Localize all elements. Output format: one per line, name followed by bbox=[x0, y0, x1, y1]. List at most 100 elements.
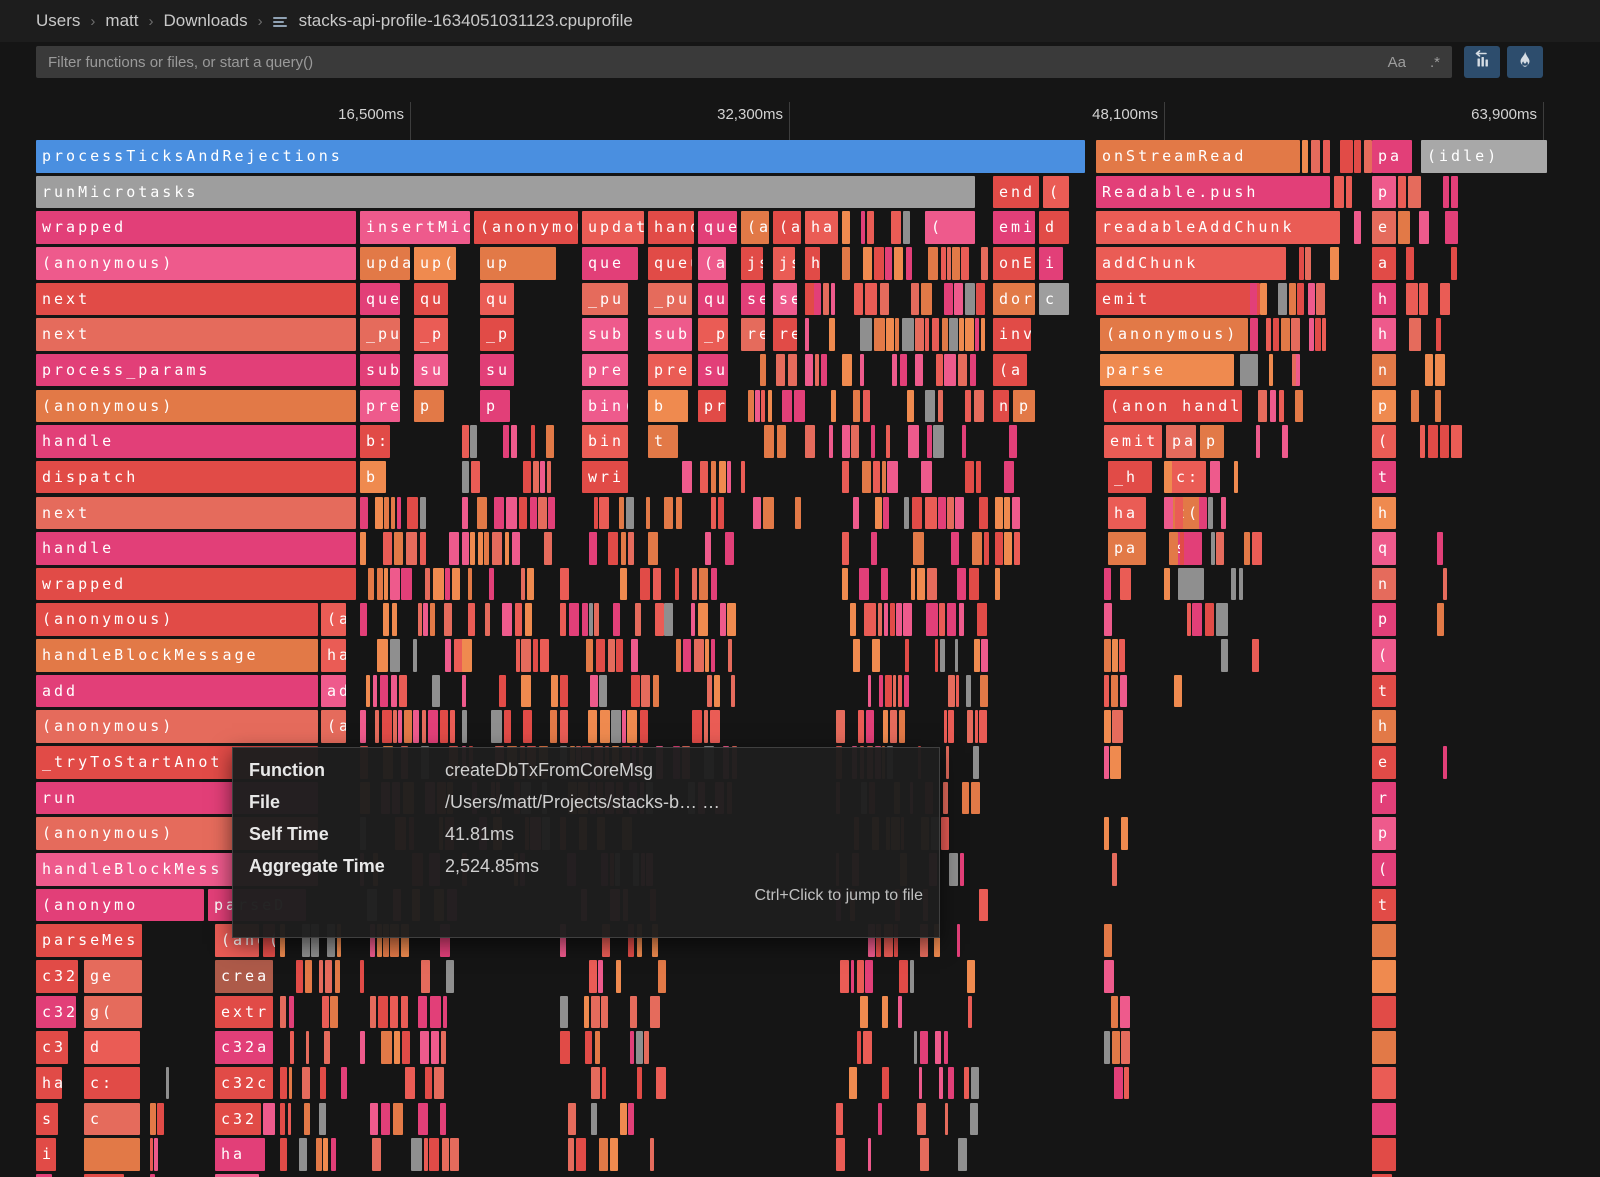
flame-block[interactable]: h bbox=[1372, 282, 1396, 316]
flame-strip[interactable] bbox=[370, 995, 376, 1029]
flame-block[interactable]: q bbox=[1372, 532, 1396, 565]
flame-block[interactable]: (a bbox=[773, 211, 801, 244]
flame-strip[interactable] bbox=[944, 353, 956, 387]
flame-strip[interactable] bbox=[831, 282, 835, 316]
flame-strip[interactable] bbox=[867, 211, 874, 244]
flame-strip[interactable] bbox=[1174, 674, 1182, 708]
flame-strip[interactable] bbox=[504, 710, 511, 743]
flame-strip[interactable] bbox=[868, 674, 871, 708]
flame-strip[interactable] bbox=[434, 1066, 444, 1100]
flame-block[interactable]: pre bbox=[648, 353, 692, 387]
flame-strip[interactable] bbox=[969, 567, 979, 601]
flame-strip[interactable] bbox=[928, 246, 938, 280]
flame-strip[interactable] bbox=[881, 567, 888, 601]
flame-strip[interactable] bbox=[874, 318, 885, 351]
flame-strip[interactable] bbox=[976, 460, 981, 494]
flame-strip[interactable] bbox=[1398, 175, 1406, 209]
flame-block[interactable]: onStreamRead bbox=[1096, 140, 1300, 173]
flame-strip[interactable] bbox=[705, 639, 709, 672]
flame-strip[interactable] bbox=[402, 1031, 410, 1064]
flame-strip[interactable] bbox=[602, 924, 610, 957]
flame-block[interactable]: crea bbox=[215, 959, 273, 993]
flame-strip[interactable] bbox=[893, 674, 896, 708]
flame-strip[interactable] bbox=[462, 532, 469, 565]
flame-block[interactable]: _p bbox=[480, 318, 514, 351]
flame-strip[interactable] bbox=[936, 353, 943, 387]
flame-strip[interactable] bbox=[401, 995, 408, 1029]
flame-strip[interactable] bbox=[544, 532, 552, 565]
flame-strip[interactable] bbox=[694, 639, 704, 672]
flame-strip[interactable] bbox=[450, 1138, 459, 1171]
flame-strip[interactable] bbox=[777, 425, 786, 458]
flame-strip[interactable] bbox=[393, 710, 397, 743]
flame-strip[interactable] bbox=[1282, 425, 1288, 458]
flame-strip[interactable] bbox=[970, 1102, 978, 1136]
filter-input[interactable] bbox=[36, 53, 1376, 71]
flame-strip[interactable] bbox=[494, 496, 504, 530]
flame-block[interactable] bbox=[1372, 1138, 1396, 1171]
flame-strip[interactable] bbox=[805, 353, 813, 387]
flame-strip[interactable] bbox=[698, 603, 708, 637]
flame-block[interactable]: i bbox=[1039, 246, 1063, 280]
flame-strip[interactable] bbox=[381, 1031, 392, 1064]
breadcrumb-item-users[interactable]: Users bbox=[36, 11, 81, 30]
flame-strip[interactable] bbox=[1120, 674, 1127, 708]
flame-strip[interactable] bbox=[902, 318, 914, 351]
flame-strip[interactable] bbox=[958, 353, 967, 387]
flame-block[interactable]: n bbox=[993, 389, 1009, 423]
flame-strip[interactable] bbox=[903, 603, 912, 637]
flame-strip[interactable] bbox=[1273, 318, 1279, 351]
flame-strip[interactable] bbox=[653, 567, 661, 601]
flame-strip[interactable] bbox=[530, 496, 537, 530]
flame-strip[interactable] bbox=[911, 567, 915, 601]
flame-strip[interactable] bbox=[1451, 246, 1457, 280]
flame-strip[interactable] bbox=[331, 1138, 336, 1171]
flame-strip[interactable] bbox=[1121, 1031, 1130, 1064]
flame-strip[interactable] bbox=[656, 1066, 666, 1100]
flame-strip[interactable] bbox=[596, 639, 605, 672]
flame-strip[interactable] bbox=[589, 603, 593, 637]
flame-strip[interactable] bbox=[319, 1102, 326, 1136]
flame-strip[interactable] bbox=[962, 781, 969, 815]
flame-strip[interactable] bbox=[1104, 1031, 1110, 1064]
flame-strip[interactable] bbox=[599, 496, 609, 530]
flame-strip[interactable] bbox=[384, 567, 388, 601]
flame-block[interactable]: a bbox=[1372, 246, 1396, 280]
flame-strip[interactable] bbox=[975, 710, 978, 743]
flame-strip[interactable] bbox=[420, 496, 426, 530]
flame-strip[interactable] bbox=[1440, 425, 1449, 458]
flame-block[interactable] bbox=[263, 1102, 275, 1136]
flame-strip[interactable] bbox=[815, 353, 819, 387]
flame-block[interactable]: s bbox=[36, 1102, 58, 1136]
flame-strip[interactable] bbox=[1111, 995, 1118, 1029]
flame-block[interactable]: wrapped bbox=[36, 211, 356, 244]
flame-strip[interactable] bbox=[727, 460, 731, 494]
flame-strip[interactable] bbox=[753, 496, 761, 530]
flame-strip[interactable] bbox=[302, 1066, 310, 1100]
flame-strip[interactable] bbox=[1408, 175, 1421, 209]
flame-strip[interactable] bbox=[842, 460, 849, 494]
flame-strip[interactable] bbox=[588, 710, 597, 743]
flame-strip[interactable] bbox=[302, 924, 310, 957]
flame-strip[interactable] bbox=[887, 460, 898, 494]
flame-strip[interactable] bbox=[854, 282, 863, 316]
flame-block[interactable]: pa bbox=[1108, 532, 1146, 565]
flame-strip[interactable] bbox=[452, 567, 460, 601]
flame-strip[interactable] bbox=[979, 710, 987, 743]
flame-strip[interactable] bbox=[650, 995, 660, 1029]
flame-strip[interactable] bbox=[938, 496, 946, 530]
flame-strip[interactable] bbox=[965, 282, 975, 316]
flame-strip[interactable] bbox=[1180, 532, 1184, 565]
flame-strip[interactable] bbox=[955, 496, 964, 530]
flame-strip[interactable] bbox=[595, 1031, 600, 1064]
flame-strip[interactable] bbox=[863, 1031, 872, 1064]
flame-strip[interactable] bbox=[831, 389, 836, 423]
flame-block[interactable] bbox=[1372, 1066, 1396, 1100]
flame-block[interactable]: p bbox=[480, 389, 510, 423]
flame-strip[interactable] bbox=[710, 710, 720, 743]
flame-strip[interactable] bbox=[917, 1102, 926, 1136]
flame-strip[interactable] bbox=[390, 995, 398, 1029]
flame-strip[interactable] bbox=[1208, 496, 1213, 530]
flame-block[interactable]: (idle) bbox=[1421, 140, 1547, 173]
flame-block[interactable]: js bbox=[741, 246, 763, 280]
